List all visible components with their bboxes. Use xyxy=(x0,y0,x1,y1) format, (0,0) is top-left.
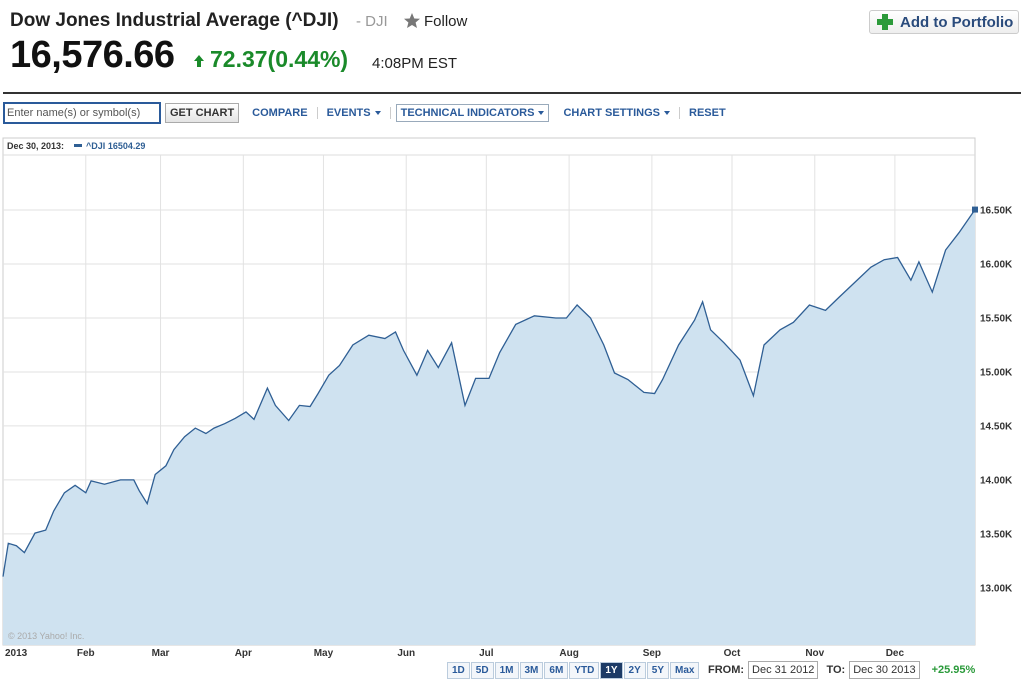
star-icon[interactable] xyxy=(403,12,421,29)
menu-label: EVENTS xyxy=(326,107,371,119)
x-tick-label: 2013 xyxy=(5,648,28,659)
legend-name: ^DJI xyxy=(86,141,106,151)
follow-button[interactable]: Follow xyxy=(424,13,468,30)
legend-date: Dec 30, 2013: xyxy=(7,141,65,151)
up-arrow xyxy=(194,55,204,67)
x-tick-label: Dec xyxy=(886,648,905,659)
toolbar: Enter name(s) or symbol(s) GET CHART COM… xyxy=(3,102,735,124)
from-label: FROM: xyxy=(708,664,745,676)
compare-menu[interactable]: COMPARE xyxy=(243,107,318,119)
x-tick-label: Apr xyxy=(235,648,252,659)
range-button[interactable]: 1Y xyxy=(600,662,623,679)
y-tick-label: 16.50K xyxy=(980,206,1013,217)
period-change: +25.95% xyxy=(931,664,976,676)
events-menu[interactable]: EVENTS xyxy=(318,107,391,119)
x-tick-label: May xyxy=(314,648,334,659)
x-tick-label: Sep xyxy=(643,648,661,659)
from-date[interactable]: Dec 31 2012 xyxy=(748,661,819,679)
date-range: FROM: Dec 31 2012 TO: Dec 30 2013 +25.95… xyxy=(708,661,975,679)
quote-time: 4:08PM EST xyxy=(372,55,458,72)
price: 16,576.66 xyxy=(10,34,175,76)
range-button[interactable]: YTD xyxy=(569,662,600,679)
x-tick-label: Nov xyxy=(805,648,824,659)
x-tick-label: Jun xyxy=(397,648,415,659)
symbol: - DJI xyxy=(356,13,388,30)
symbol-input[interactable]: Enter name(s) or symbol(s) xyxy=(3,102,161,124)
range-button[interactable]: 2Y xyxy=(623,662,646,679)
add-to-portfolio[interactable]: Add to Portfolio xyxy=(869,10,1019,34)
x-tick-label: Oct xyxy=(724,648,741,659)
legend-swatch xyxy=(74,144,83,147)
price-line xyxy=(2,209,976,577)
to-date[interactable]: Dec 30 2013 xyxy=(849,661,920,679)
y-tick-label: 16.00K xyxy=(980,260,1013,271)
range-button[interactable]: 1D xyxy=(447,662,470,679)
y-tick-label: 15.00K xyxy=(980,367,1013,378)
x-tick-label: Jul xyxy=(479,648,494,659)
range-button[interactable]: 5Y xyxy=(646,662,670,679)
y-tick-label: 13.50K xyxy=(980,529,1013,540)
last-point xyxy=(972,206,978,213)
get-chart-button[interactable]: GET CHART xyxy=(165,103,240,123)
legend-value: 16504.29 xyxy=(107,141,146,151)
menu-label: COMPARE xyxy=(252,107,308,119)
chart-legend: Dec 30, 2013: ^DJI 16504.29 xyxy=(7,141,145,151)
area-fill xyxy=(3,209,975,645)
x-tick-label: Feb xyxy=(77,648,95,659)
range-button[interactable]: 5D xyxy=(470,662,494,679)
x-tick-label: Mar xyxy=(152,648,170,659)
header-rule xyxy=(3,92,1021,94)
chart-settings-menu[interactable]: CHART SETTINGS xyxy=(554,107,681,119)
technical-indicators-menu[interactable]: TECHNICAL INDICATORS xyxy=(395,104,550,122)
copyright: © 2013 Yahoo! Inc. xyxy=(8,631,85,641)
menu-label: CHART SETTINGS xyxy=(563,107,661,119)
labels: 13.00K 13.50K 14.00K 14.50K 15.00K 15.50K 16.0… xyxy=(5,206,1013,659)
plus-icon xyxy=(877,14,893,30)
to-label: TO: xyxy=(826,664,846,676)
quote-title: Dow Jones Industrial Average (^DJI) xyxy=(10,10,339,31)
range-button[interactable]: 3M xyxy=(519,662,544,679)
x-tick-label: Aug xyxy=(559,648,578,659)
y-tick-label: 13.00K xyxy=(980,583,1013,594)
reset-button[interactable]: RESET xyxy=(680,107,735,119)
range-buttons: 1D 5D 1M 3M 6M YTD 1Y 2Y 5Y Max xyxy=(447,662,700,679)
range-button[interactable]: 1M xyxy=(494,662,519,679)
y-tick-label: 15.50K xyxy=(980,313,1013,324)
y-tick-label: 14.00K xyxy=(980,475,1013,486)
y-tick-label: 14.50K xyxy=(980,421,1013,432)
menu-label: TECHNICAL INDICATORS xyxy=(400,107,535,119)
menu-label: RESET xyxy=(689,107,726,119)
price-change: 72.37(0.44%) xyxy=(210,46,349,72)
range-button[interactable]: Max xyxy=(670,662,700,679)
marks xyxy=(2,206,978,645)
range-button[interactable]: 6M xyxy=(544,662,569,679)
